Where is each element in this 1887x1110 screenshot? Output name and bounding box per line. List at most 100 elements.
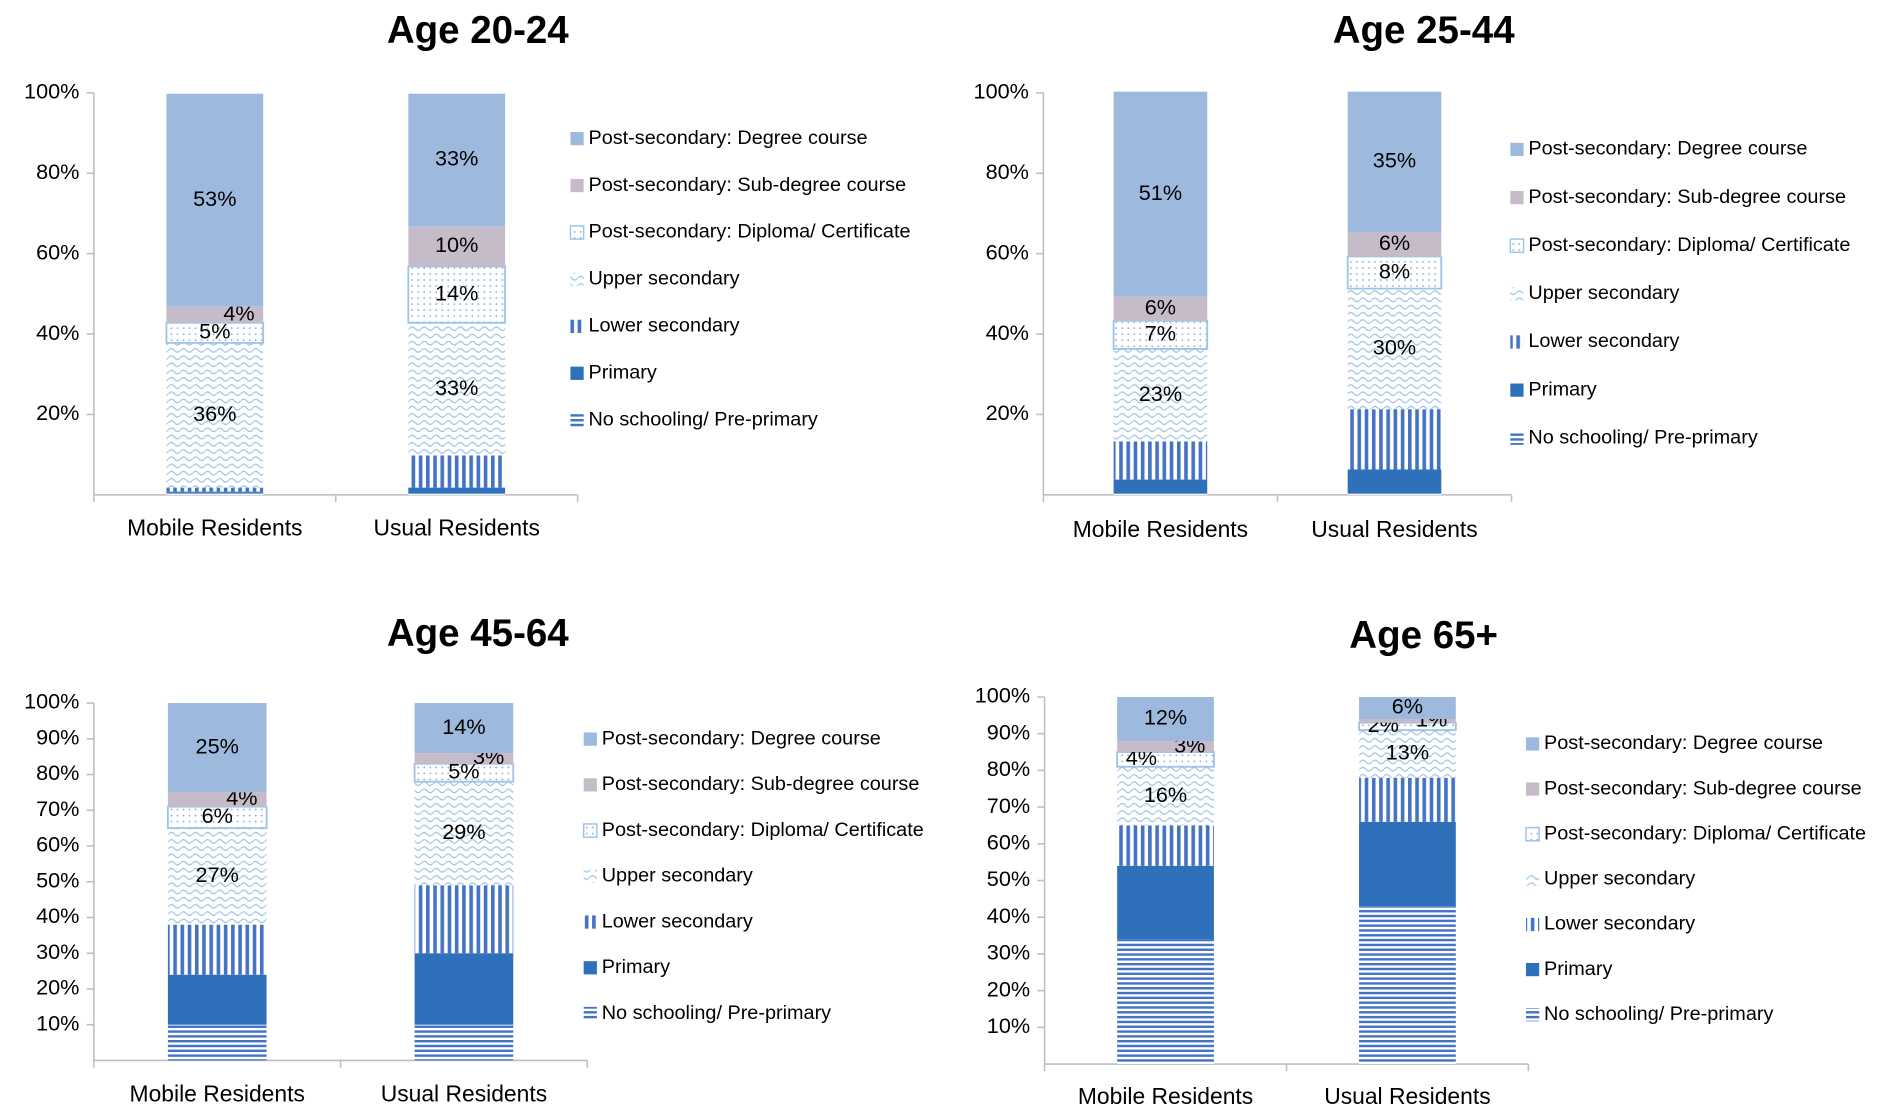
legend-swatch xyxy=(569,225,585,240)
legend-label: Lower secondary xyxy=(588,315,739,337)
legend-swatch xyxy=(583,961,597,975)
bar-segment xyxy=(167,828,267,925)
bar-segment xyxy=(1113,91,1208,297)
data-label: 6% xyxy=(1145,294,1176,319)
bar-segment xyxy=(1117,766,1214,826)
legend-label: Post-secondary: Sub-degree course xyxy=(602,773,920,795)
legend-swatch xyxy=(1510,335,1524,349)
y-tick-label: 100% xyxy=(975,683,1030,708)
bar-segment xyxy=(1113,493,1208,495)
legend-swatch xyxy=(1510,190,1524,205)
legend-label: Primary xyxy=(588,362,656,384)
bar-segment xyxy=(408,226,506,267)
bar-segment xyxy=(1347,493,1442,495)
bar-segment xyxy=(1117,825,1214,866)
data-label: 33% xyxy=(435,375,478,400)
data-label: 53% xyxy=(193,186,236,211)
y-tick-label: 10% xyxy=(36,1010,79,1035)
data-label: 16% xyxy=(1144,782,1187,807)
y-tick-label: 30% xyxy=(36,939,79,964)
y-tick-label: 20% xyxy=(986,400,1029,425)
x-tick-label: Mobile Residents xyxy=(1073,516,1248,542)
legend-label: Lower secondary xyxy=(1544,913,1695,935)
legend-label: Post-secondary: Degree course xyxy=(602,727,881,749)
bar-segment xyxy=(414,781,514,886)
y-tick-label: 60% xyxy=(986,239,1029,264)
chart-title: Age 45-64 xyxy=(387,612,569,655)
data-label: 27% xyxy=(196,862,239,887)
bar-segment xyxy=(408,487,506,494)
data-label: 51% xyxy=(1139,180,1182,205)
legend-swatch xyxy=(1525,917,1540,932)
x-tick-label: Mobile Residents xyxy=(127,515,302,541)
x-tick-label: Mobile Residents xyxy=(1078,1083,1253,1109)
legend-label: Upper secondary xyxy=(602,865,753,887)
legend-label: Upper secondary xyxy=(1544,868,1695,890)
y-tick-label: 50% xyxy=(36,867,79,892)
y-tick-label: 40% xyxy=(36,903,79,928)
legend-swatch xyxy=(570,413,584,427)
bar-segment xyxy=(1359,906,1456,1065)
legend-swatch xyxy=(1525,737,1540,751)
bar-segment xyxy=(1359,821,1456,907)
legend-label: Post-secondary: Diploma/ Certificate xyxy=(588,221,910,243)
x-tick-label: Usual Residents xyxy=(373,515,539,541)
y-tick-label: 40% xyxy=(986,320,1029,345)
bar-segment xyxy=(408,493,506,495)
x-tick-label: Usual Residents xyxy=(1311,516,1477,542)
bar-segment xyxy=(414,703,514,754)
legend-label: Post-secondary: Diploma/ Certificate xyxy=(1528,234,1850,256)
chart-title: Age 20-24 xyxy=(387,9,569,52)
bar-segment xyxy=(1112,319,1209,350)
bar-segment xyxy=(1113,348,1208,442)
bar-segment xyxy=(1359,730,1456,778)
legend-swatch xyxy=(583,1006,597,1021)
bar-segment xyxy=(1117,939,1214,1065)
legend-label: Lower secondary xyxy=(602,910,753,932)
bar-segment xyxy=(166,491,264,493)
y-tick-label: 30% xyxy=(987,940,1030,965)
bar-segment xyxy=(166,306,264,323)
y-tick-label: 40% xyxy=(36,320,79,345)
legend-label: No schooling/ Pre-primary xyxy=(1544,1003,1773,1025)
legend-swatch xyxy=(570,366,584,380)
legend-swatch xyxy=(1525,1008,1540,1022)
data-label: 25% xyxy=(196,733,239,758)
legend-label: No schooling/ Pre-primary xyxy=(1528,427,1757,449)
data-label: 36% xyxy=(193,401,236,426)
x-tick-label: Mobile Residents xyxy=(130,1080,305,1106)
y-tick-label: 90% xyxy=(987,719,1030,744)
legend-label: Lower secondary xyxy=(1528,330,1679,352)
y-tick-label: 20% xyxy=(987,976,1030,1001)
legend-swatch xyxy=(1510,383,1524,397)
bar-segment xyxy=(1117,865,1214,940)
legend-swatch xyxy=(1510,431,1524,445)
legend-swatch xyxy=(1525,962,1540,977)
legend-label: Post-secondary: Diploma/ Certificate xyxy=(1544,822,1866,844)
bar-segment xyxy=(1347,409,1442,470)
bar-segment xyxy=(1113,479,1208,494)
legend-swatch xyxy=(1525,872,1540,886)
data-label: 35% xyxy=(1373,148,1416,173)
legend-swatch xyxy=(583,778,597,792)
bar-segment xyxy=(1359,719,1456,723)
bar-segment xyxy=(1117,741,1214,753)
data-label: 6% xyxy=(1379,230,1410,255)
bar-segment xyxy=(414,753,514,764)
bar-segment xyxy=(1347,288,1442,410)
data-label: 8% xyxy=(1379,258,1410,283)
legend-swatch xyxy=(1525,782,1540,796)
data-label: 6% xyxy=(202,803,233,828)
legend-swatch xyxy=(583,915,597,929)
bar-segment xyxy=(1117,697,1214,742)
legend-label: Upper secondary xyxy=(588,268,739,290)
y-tick-label: 60% xyxy=(36,832,79,857)
legend-swatch xyxy=(570,319,584,333)
legend-label: Post-secondary: Degree course xyxy=(1528,138,1807,160)
legend-swatch xyxy=(1509,238,1525,254)
data-label: 33% xyxy=(435,146,478,171)
legend-label: Upper secondary xyxy=(1528,282,1679,304)
bar-segment xyxy=(166,342,264,488)
legend-swatch xyxy=(583,732,597,746)
